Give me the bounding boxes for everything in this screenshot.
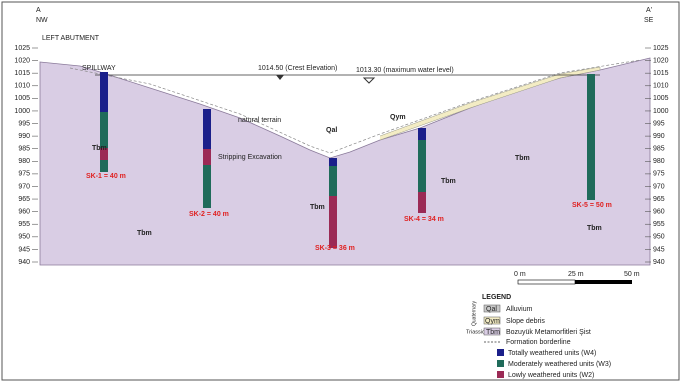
elevation-label: 985 <box>18 146 30 153</box>
end-dir: SE <box>644 17 654 24</box>
elevation-label: 995 <box>18 120 30 127</box>
legend-label: Formation borderline <box>506 339 571 346</box>
legend-code: Qym <box>485 318 500 325</box>
elevation-label: 970 <box>18 183 30 190</box>
unit: Tbm <box>515 155 530 162</box>
borehole-label: SK-1 = 40 m <box>86 173 126 180</box>
scale-bar <box>517 279 576 285</box>
borehole-label: SK-5 = 50 m <box>572 202 612 209</box>
elevation-label: 1015 <box>14 70 30 77</box>
end: A' <box>646 7 652 14</box>
boreholes <box>100 72 595 248</box>
water-level: 1013.30 (maximum water level) <box>356 67 454 74</box>
elevation-label: 1005 <box>653 95 669 102</box>
elevation-label: 955 <box>18 221 30 228</box>
elevation-label: 975 <box>18 171 30 178</box>
scale-label: 50 m <box>624 271 640 278</box>
scale-label: 25 m <box>568 271 584 278</box>
formation-borderline <box>69 59 641 154</box>
elevation-label: 960 <box>653 208 665 215</box>
legend-label: Alluvium <box>506 306 533 313</box>
elevation-label: 950 <box>18 234 30 241</box>
elevation-label: 975 <box>653 171 665 178</box>
elevation-label: 1000 <box>14 108 30 115</box>
natural-terrain: natural terrain <box>238 117 281 124</box>
elevation-label: 1005 <box>14 95 30 102</box>
qal: Qal <box>326 127 337 134</box>
terrain <box>39 57 651 266</box>
slope-debris <box>379 66 601 141</box>
unit: Tbm <box>441 178 456 185</box>
elevation-label: 1000 <box>653 108 669 115</box>
start: A <box>36 7 41 14</box>
elevation-label: 980 <box>18 158 30 165</box>
elevation-label: 1010 <box>14 83 30 90</box>
triassic: Triassic <box>466 329 485 335</box>
legend-label: Slope debris <box>506 318 545 325</box>
legend-code: Qal <box>486 306 497 313</box>
unit: Tbm <box>310 204 325 211</box>
elevation-label: 965 <box>18 196 30 203</box>
water-marker <box>362 77 376 84</box>
unit: Tbm <box>587 225 602 232</box>
unit: Tbm <box>92 145 107 152</box>
elevation-label: 1020 <box>653 57 669 64</box>
legend-label: Moderately weathered units (W3) <box>508 361 611 368</box>
elevation-label: 995 <box>653 120 665 127</box>
start-dir: NW <box>36 17 48 24</box>
elevation-label: 940 <box>18 259 30 266</box>
scale-bar <box>575 280 632 284</box>
elevation-label: 990 <box>653 133 665 140</box>
elevation-label: 990 <box>18 133 30 140</box>
elevation-label: 965 <box>653 196 665 203</box>
legend-title: LEGEND <box>482 294 511 301</box>
scale-label: 0 m <box>514 271 526 278</box>
elevation-label: 1015 <box>653 70 669 77</box>
crest-marker <box>276 75 284 80</box>
elevation-label: 980 <box>653 158 665 165</box>
legend-label: Totally weathered units (W4) <box>508 350 596 357</box>
elevation-label: 970 <box>653 183 665 190</box>
elevation-label: 945 <box>18 246 30 253</box>
left-abutment: LEFT ABUTMENT <box>42 35 100 42</box>
legend-code: Tbm <box>486 329 500 336</box>
elevation-label: 1020 <box>14 57 30 64</box>
legend-label: Lowly weathered units (W2) <box>508 372 594 379</box>
unit: Tbm <box>137 230 152 237</box>
elevation-label: 985 <box>653 146 665 153</box>
borehole-label: SK-2 = 40 m <box>189 211 229 218</box>
legend-label: Bozuyük Metamorfitleri Şist <box>506 329 591 336</box>
crest: 1014.50 (Crest Elevation) <box>258 65 337 72</box>
elevation-label: 1010 <box>653 83 669 90</box>
elevation-label: 955 <box>653 221 665 228</box>
qym: Qym <box>390 114 406 121</box>
elevation-label: 950 <box>653 234 665 241</box>
legend: LEGEND Quaternary Qal Alluvium Qym Slope… <box>466 294 611 379</box>
quaternary: Quaternary <box>471 300 477 326</box>
elevation-label: 960 <box>18 208 30 215</box>
borehole-label: SK-4 = 34 m <box>404 216 444 223</box>
elevation-label: 1025 <box>653 45 669 52</box>
stripping: Stripping Excavation <box>218 154 282 161</box>
elevation-label: 1025 <box>14 45 30 52</box>
elevation-label: 940 <box>653 259 665 266</box>
spillway: SPILLWAY <box>82 65 116 72</box>
elevation-label: 945 <box>653 246 665 253</box>
borehole-label: SK-3 = 36 m <box>315 245 355 252</box>
